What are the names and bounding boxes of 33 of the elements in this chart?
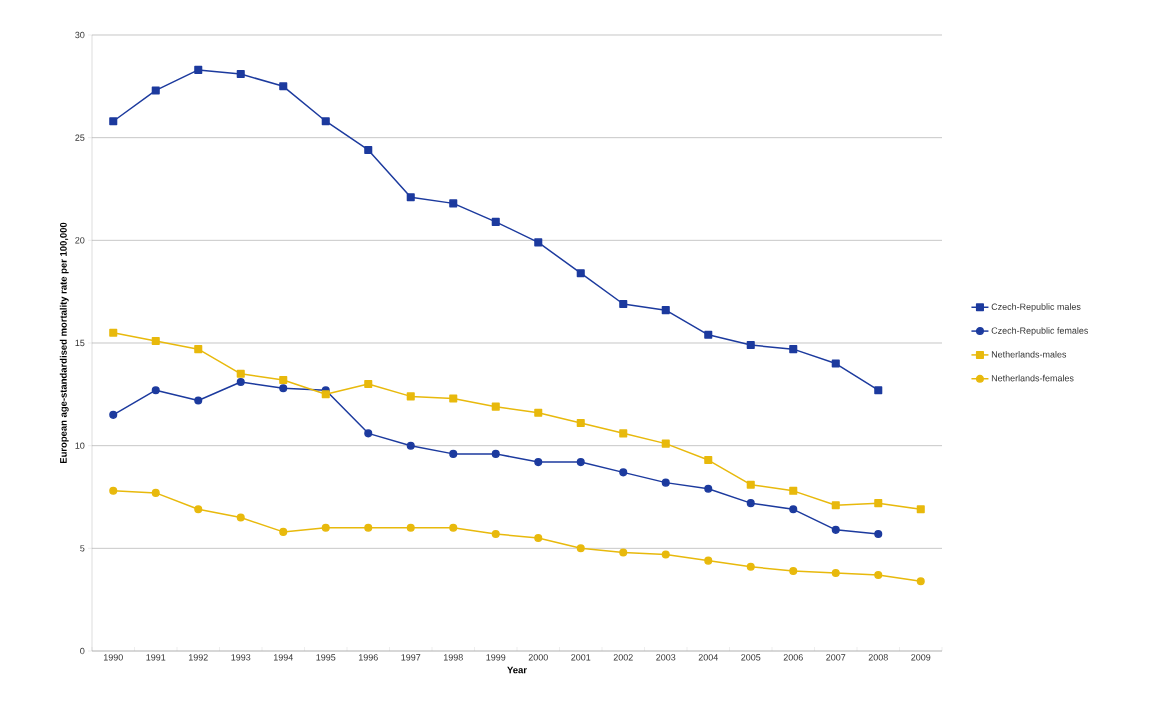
x-tick-label: 2003 (656, 654, 676, 661)
legend-label: Netherlands-females (991, 374, 1074, 382)
x-tick-label: 2004 (698, 654, 718, 661)
x-tick-label: 1998 (443, 654, 463, 661)
y-tick-label: 0 (80, 647, 85, 655)
x-tick-label: 1992 (188, 654, 208, 661)
x-tick-label: 1994 (273, 654, 293, 661)
x-tick-label: 2000 (528, 654, 548, 661)
x-tick-label: 2007 (826, 654, 846, 661)
y-tick-label: 30 (75, 31, 85, 39)
x-tick-label: 1999 (486, 654, 506, 661)
x-axis-title: Year (507, 666, 527, 674)
x-tick-label: 1993 (231, 654, 251, 661)
x-tick-label: 2005 (741, 654, 761, 661)
x-tick-label: 1990 (103, 654, 123, 661)
legend-label: Netherlands-males (991, 350, 1067, 358)
x-tick-label: 2006 (783, 654, 803, 661)
x-tick-label: 2002 (613, 654, 633, 661)
x-tick-label: 2008 (868, 654, 888, 661)
legend-label: Czech-Republic females (991, 327, 1089, 336)
x-tick-label: 1996 (358, 654, 378, 661)
y-tick-label: 15 (75, 339, 85, 347)
legend-label: Czech-Republic males (991, 303, 1081, 312)
x-tick-label: 1991 (146, 654, 166, 661)
y-tick-label: 5 (80, 545, 85, 552)
x-tick-label: 2009 (911, 654, 931, 661)
y-tick-label: 10 (75, 442, 85, 449)
x-tick-label: 2001 (571, 654, 591, 661)
y-tick-label: 20 (75, 237, 85, 244)
x-tick-label: 1997 (401, 654, 421, 661)
y-axis-title: European age-standardised mortality rate per 100,000 (59, 222, 69, 464)
x-tick-label: 1995 (316, 654, 336, 661)
y-tick-label: 25 (75, 134, 85, 141)
